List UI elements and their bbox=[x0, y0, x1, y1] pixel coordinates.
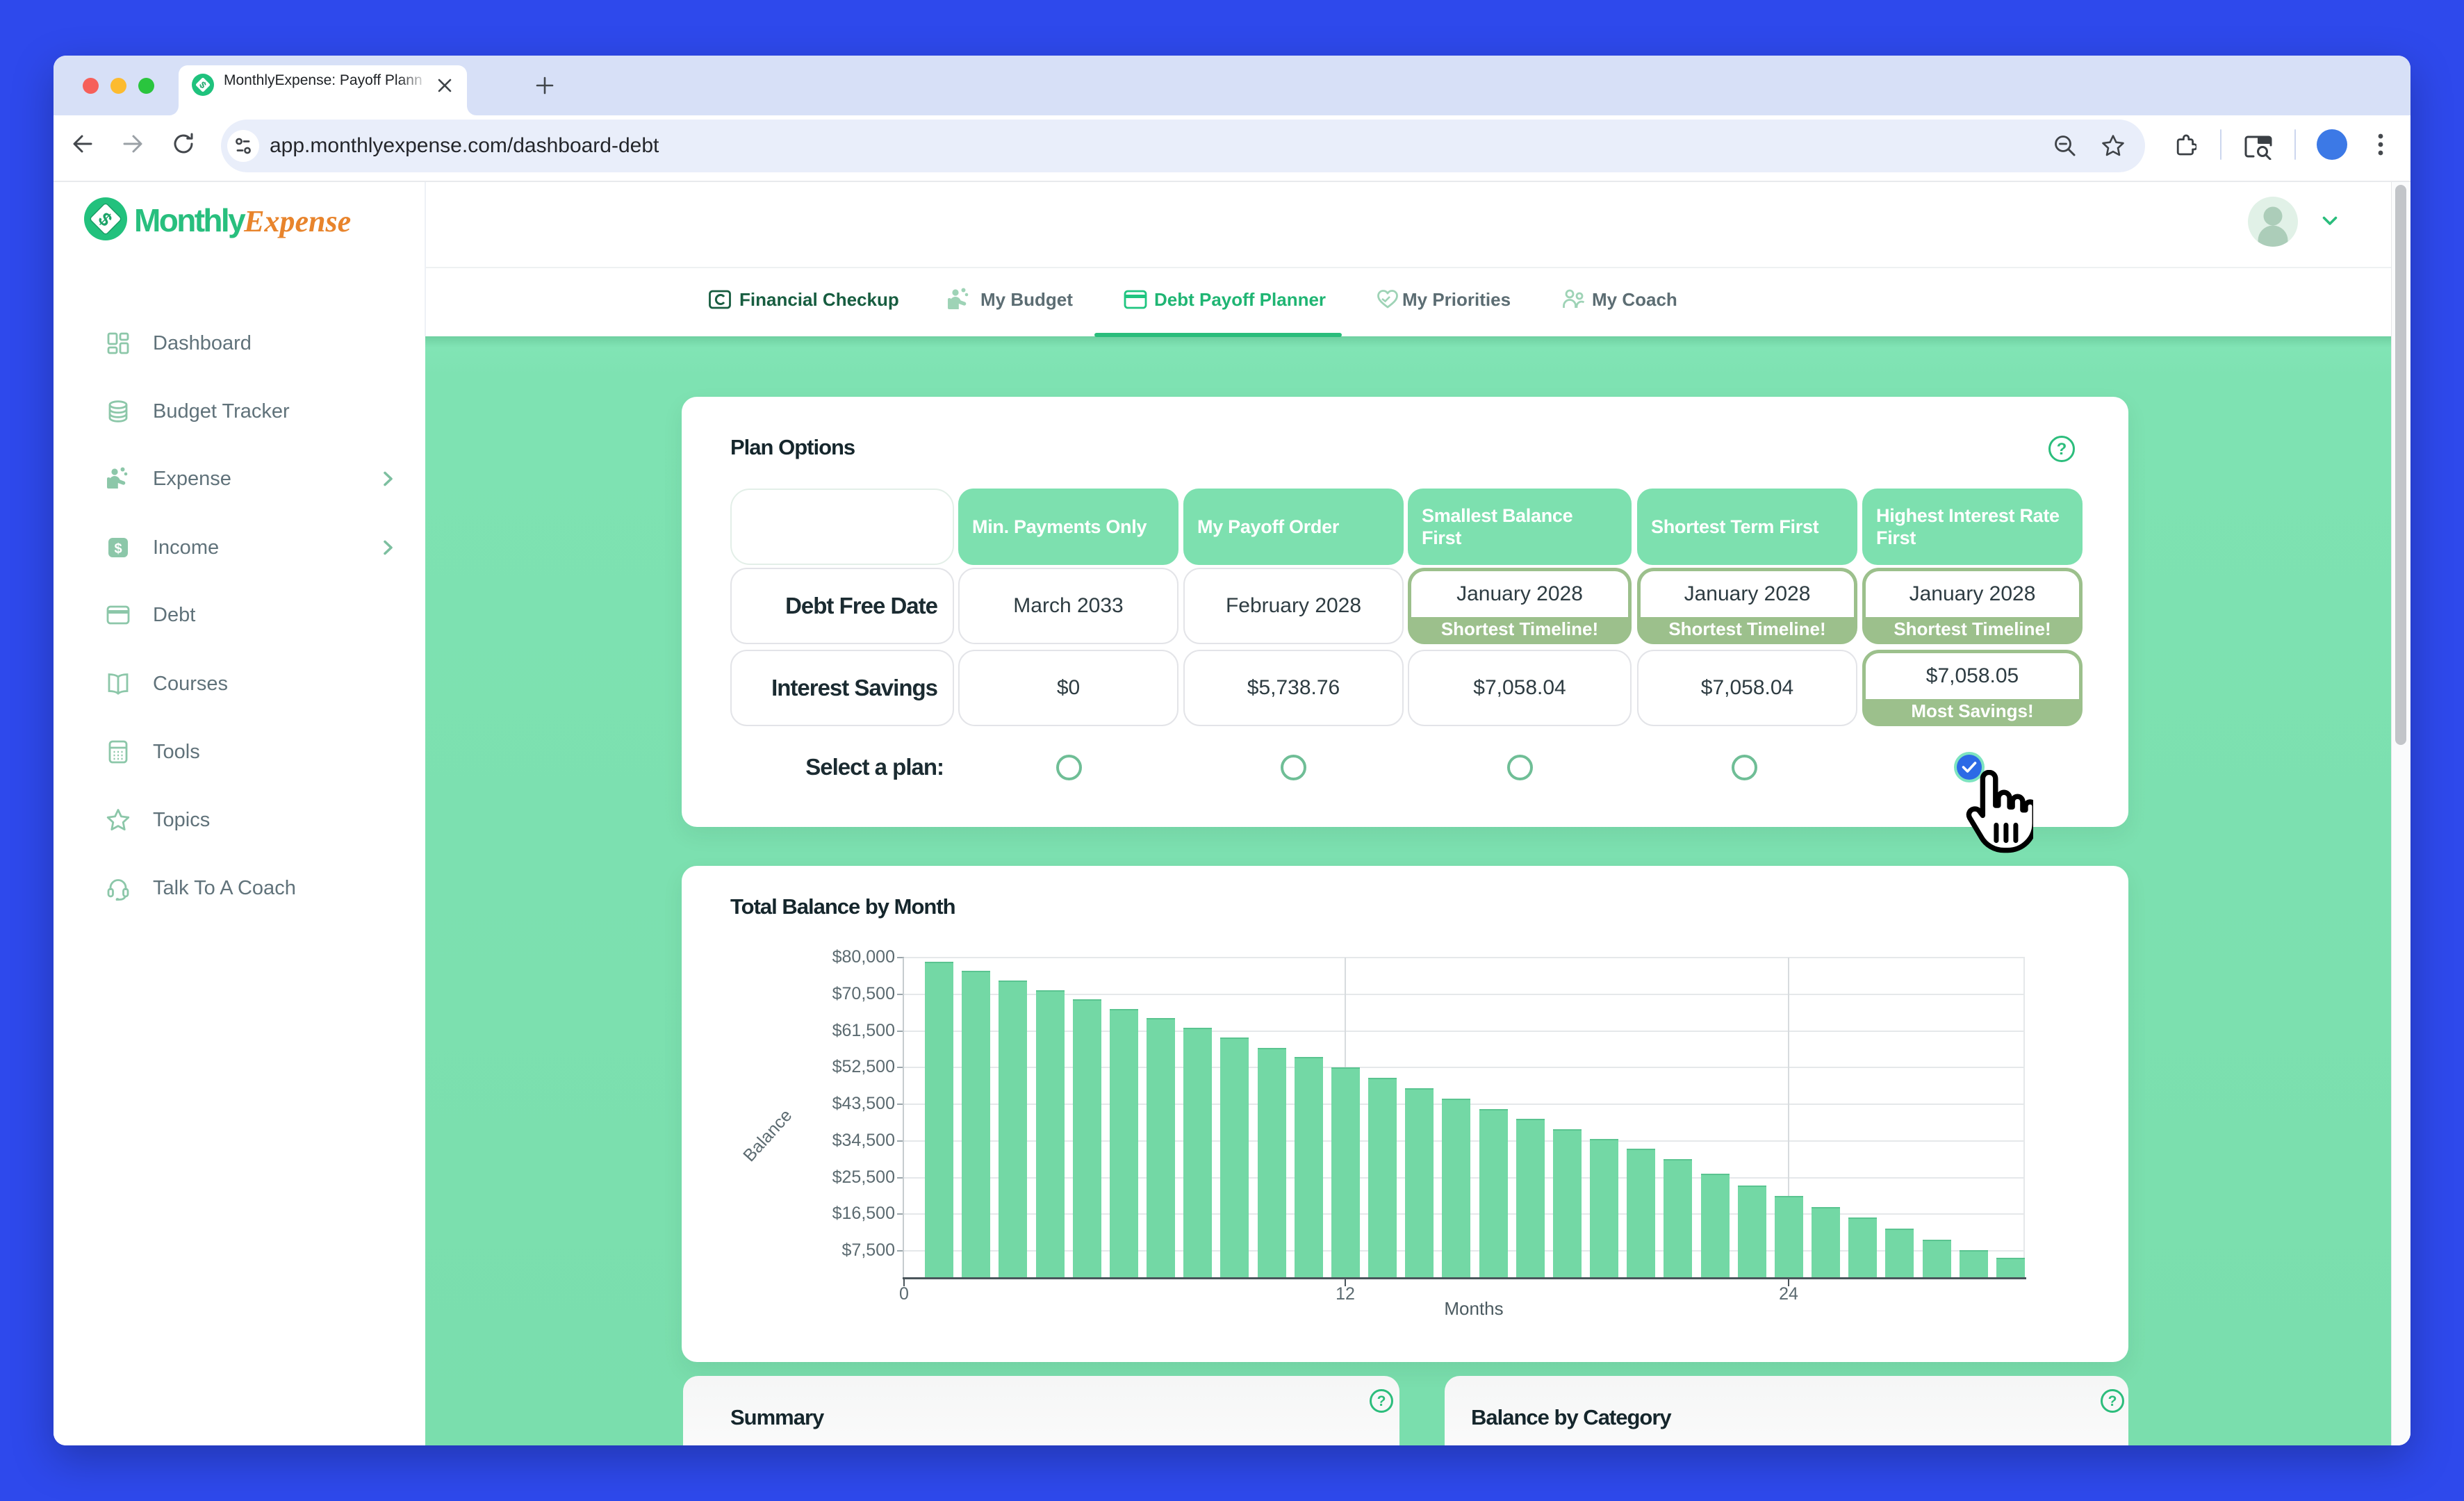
svg-text:$: $ bbox=[114, 541, 122, 557]
